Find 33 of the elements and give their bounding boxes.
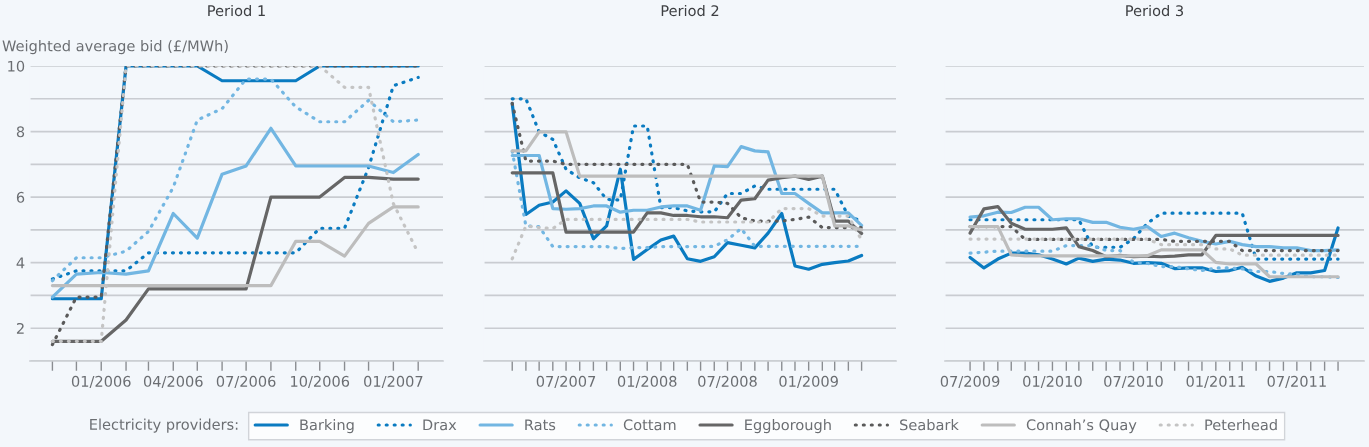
- legend-label: Eggborough: [745, 419, 831, 434]
- legend-label: Connah’s Quay: [1026, 419, 1137, 434]
- x-tick-label: 07/2007: [536, 375, 596, 389]
- y-axis-title: Weighted average bid (£/MWh): [2, 40, 228, 55]
- legend-label: Rats: [525, 419, 556, 431]
- y-tick-label: 2: [16, 322, 24, 334]
- x-tick-label: 10/2006: [291, 375, 350, 389]
- x-tick-label: 01/2011: [1186, 375, 1245, 389]
- legend-label: Peterhead: [1205, 419, 1277, 431]
- x-tick-label: 01/2006: [71, 375, 131, 389]
- legend-label: Barking: [300, 419, 354, 434]
- x-tick-label: 01/2008: [617, 375, 677, 389]
- x-tick-label: 07/2009: [940, 375, 1000, 389]
- x-tick-label: 07/2011: [1267, 375, 1326, 389]
- x-tick-label: 07/2010: [1104, 375, 1163, 389]
- chart-title: Period 3: [1126, 4, 1184, 17]
- x-tick-label: 07/2006: [216, 375, 276, 389]
- chart-title: Period 1: [208, 4, 265, 17]
- y-tick-label: 10: [8, 60, 25, 72]
- y-tick-label: 6: [16, 191, 25, 203]
- x-tick-label: 04/2006: [143, 375, 203, 389]
- line-series: [50, 126, 420, 299]
- legend-label: Drax: [423, 419, 457, 431]
- x-tick-label: 01/2010: [1023, 375, 1082, 389]
- legend-title: Electricity providers:: [90, 418, 238, 433]
- chart-title: Period 2: [661, 4, 719, 17]
- x-tick-label: 01/2007: [364, 375, 423, 389]
- x-tick-label: 07/2008: [698, 375, 757, 389]
- legend-label: Seabark: [900, 419, 959, 431]
- x-tick-label: 01/2009: [779, 375, 838, 389]
- y-tick-label: 8: [16, 126, 25, 138]
- legend-label: Cottam: [623, 419, 676, 431]
- y-tick-label: 4: [16, 257, 25, 269]
